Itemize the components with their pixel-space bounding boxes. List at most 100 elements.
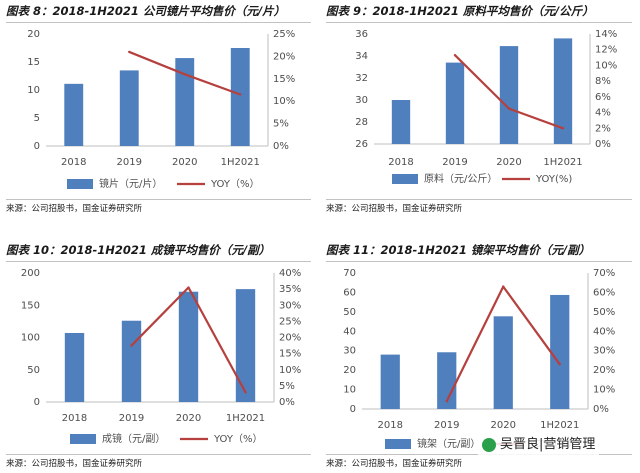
bar bbox=[64, 332, 85, 402]
left-tick-label: 34 bbox=[355, 51, 368, 62]
right-tick-label: 15% bbox=[273, 74, 295, 85]
left-tick-label: 50 bbox=[343, 307, 356, 318]
category-label: 1H2021 bbox=[221, 157, 260, 168]
line-point bbox=[561, 127, 565, 130]
right-tick-label: 5% bbox=[279, 381, 295, 392]
line-point bbox=[445, 400, 448, 403]
category-label: 1H2021 bbox=[540, 420, 579, 431]
right-tick-label: 10% bbox=[273, 96, 295, 107]
line-point bbox=[130, 344, 133, 347]
category-label: 2019 bbox=[117, 157, 142, 168]
chart-svg: 0 50 100 150 200 0% 5% 10% 15% 20% 25% 30% 35% 40% 201… bbox=[21, 268, 301, 445]
category-label: 2018 bbox=[61, 157, 86, 168]
line-point bbox=[502, 285, 505, 288]
legend-bar-swatch bbox=[70, 434, 96, 444]
left-tick-label: 100 bbox=[21, 333, 40, 344]
title-divider bbox=[326, 261, 632, 262]
chart-title: 图表 9：2018-1H2021 原料平均售价（元/公斤） bbox=[326, 4, 594, 18]
left-tick-label: 26 bbox=[355, 139, 368, 150]
bar bbox=[64, 83, 84, 146]
left-tick-label: 20 bbox=[343, 365, 356, 376]
chart-panel-2: 图表 9：2018-1H2021 原料平均售价（元/公斤） 26 28 30 32 34… bbox=[326, 0, 632, 215]
category-label: 2018 bbox=[62, 413, 87, 424]
left-tick-label: 0 bbox=[34, 397, 40, 408]
right-tick-label: 10% bbox=[593, 385, 615, 396]
right-tick-label: 50% bbox=[593, 307, 615, 318]
chart-panel-3: 图表 10：2018-1H2021 成镜平均售价（元/副） 0 50 100 150 2… bbox=[6, 239, 311, 471]
left-tick-label: 0 bbox=[34, 141, 40, 152]
right-tick-label: 60% bbox=[593, 287, 615, 298]
bar bbox=[391, 100, 411, 144]
line-point bbox=[183, 73, 186, 76]
left-tick-label: 150 bbox=[21, 300, 40, 311]
right-tick-label: 20% bbox=[593, 365, 615, 376]
chart-panel-1: 图表 8：2018-1H2021 公司镜片平均售价（元/片） 0 5 10 15 20 0… bbox=[6, 0, 311, 215]
line-point bbox=[558, 363, 561, 366]
legend-label: YOY（%） bbox=[213, 433, 263, 445]
legend-bar-swatch bbox=[385, 439, 411, 449]
left-tick-label: 5 bbox=[34, 113, 40, 124]
wechat-icon bbox=[482, 437, 496, 452]
right-tick-label: 12% bbox=[595, 45, 617, 56]
category-label: 2019 bbox=[434, 420, 459, 431]
chart-bottom-divider bbox=[6, 454, 311, 455]
line-point bbox=[187, 286, 190, 289]
source-note: 来源：公司招股书，国金证券研究所 bbox=[326, 204, 463, 214]
chart-title: 图表 11：2018-1H2021 镜架平均售价（元/副） bbox=[326, 243, 591, 257]
right-tick-label: 0% bbox=[595, 139, 611, 150]
watermark-text: 吴晋良|营销管理 bbox=[500, 437, 596, 452]
chart-svg: 0 10 20 30 40 50 60 70 0% 10% 20% 30% 40% 50% 60% 70% 20… bbox=[343, 268, 615, 450]
right-tick-label: 4% bbox=[595, 108, 611, 119]
left-tick-label: 10 bbox=[27, 85, 40, 96]
right-tick-label: 6% bbox=[595, 92, 611, 103]
chart-title: 图表 8：2018-1H2021 公司镜片平均售价（元/片） bbox=[6, 4, 286, 18]
bar bbox=[175, 58, 195, 146]
bar bbox=[493, 316, 513, 409]
chart-svg: 0 5 10 15 20 0% 5% 10% 15% 20% 25% 2018 2019 2020 1H20… bbox=[27, 29, 295, 190]
right-tick-label: 15% bbox=[279, 349, 301, 360]
legend-label: YOY(%) bbox=[535, 174, 572, 185]
left-tick-label: 30 bbox=[355, 95, 368, 106]
legend-label: 镜架（元/副） bbox=[417, 437, 480, 450]
chart-bottom-divider bbox=[6, 199, 311, 200]
title-divider bbox=[6, 22, 311, 23]
left-tick-label: 10 bbox=[343, 385, 356, 396]
legend-bar-swatch bbox=[392, 174, 418, 184]
right-tick-label: 30% bbox=[593, 346, 615, 357]
right-tick-label: 0% bbox=[593, 404, 609, 415]
right-tick-label: 20% bbox=[279, 333, 301, 344]
category-label: 2019 bbox=[442, 157, 467, 168]
source-note: 来源：公司招股书，国金证券研究所 bbox=[6, 204, 143, 214]
category-label: 2020 bbox=[491, 420, 516, 431]
left-tick-label: 0 bbox=[350, 404, 356, 415]
category-label: 1H2021 bbox=[543, 157, 582, 168]
right-tick-label: 8% bbox=[595, 76, 611, 87]
category-label: 2018 bbox=[378, 420, 403, 431]
line-point bbox=[244, 391, 247, 394]
chart-title: 图表 10：2018-1H2021 成镜平均售价（元/副） bbox=[6, 243, 271, 257]
right-tick-label: 2% bbox=[595, 123, 611, 134]
legend-label: 原料（元/公斤） bbox=[424, 172, 497, 185]
left-tick-label: 40 bbox=[343, 326, 356, 337]
bar bbox=[121, 320, 142, 402]
source-note: 来源：公司招股书，国金证券研究所 bbox=[326, 459, 463, 469]
line-point bbox=[507, 107, 511, 110]
right-tick-label: 0% bbox=[279, 397, 295, 408]
bar bbox=[550, 294, 570, 409]
category-label: 2020 bbox=[176, 413, 201, 424]
line-point bbox=[453, 54, 457, 57]
bar bbox=[380, 354, 400, 409]
line-point bbox=[239, 93, 242, 96]
bar bbox=[230, 48, 250, 146]
legend-label: YOY（%） bbox=[210, 178, 260, 190]
bar bbox=[178, 291, 199, 402]
bar bbox=[553, 38, 573, 144]
right-tick-label: 14% bbox=[595, 29, 617, 40]
left-tick-label: 15 bbox=[27, 57, 40, 68]
category-label: 2019 bbox=[119, 413, 144, 424]
category-label: 2020 bbox=[496, 157, 521, 168]
title-divider bbox=[326, 22, 632, 23]
chart-bottom-divider bbox=[326, 199, 632, 200]
right-tick-label: 10% bbox=[595, 60, 617, 71]
right-tick-label: 30% bbox=[279, 300, 301, 311]
